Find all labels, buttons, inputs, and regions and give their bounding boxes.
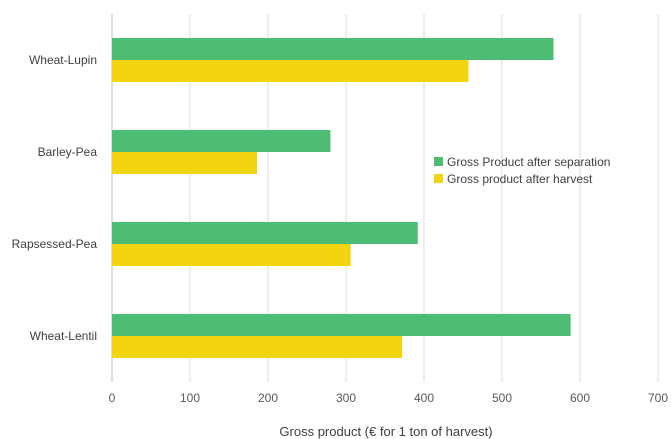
bar-rapsessed-pea-harvest — [112, 244, 351, 266]
x-tick-label: 500 — [492, 391, 512, 405]
category-label: Wheat-Lentil — [30, 329, 97, 343]
legend-label: Gross product after harvest — [447, 172, 593, 186]
category-label: Rapsessed-Pea — [12, 237, 98, 251]
bar-barley-pea-separation — [112, 130, 331, 152]
x-tick-label: 400 — [414, 391, 434, 405]
x-tick-label: 200 — [258, 391, 278, 405]
legend-swatch — [434, 157, 443, 166]
x-tick-label: 100 — [180, 391, 200, 405]
bar-rapsessed-pea-separation — [112, 222, 418, 244]
bar-wheat-lentil-separation — [112, 314, 571, 336]
x-tick-label: 300 — [336, 391, 356, 405]
legend: Gross Product after separation Gross prod… — [434, 155, 610, 186]
category-label: Barley-Pea — [38, 145, 98, 159]
bar-wheat-lupin-separation — [112, 38, 554, 60]
category-label: Wheat-Lupin — [29, 53, 97, 67]
bars — [112, 38, 571, 358]
legend-swatch — [434, 174, 443, 183]
category-labels: Wheat-Lupin Barley-Pea Rapsessed-Pea Wheat-… — [12, 53, 98, 343]
x-tick-label: 600 — [570, 391, 590, 405]
x-tick-label: 0 — [109, 391, 116, 405]
bar-wheat-lentil-harvest — [112, 336, 403, 358]
legend-label: Gross Product after separation — [447, 155, 610, 169]
bar-wheat-lupin-harvest — [112, 60, 469, 82]
x-tick-label: 700 — [648, 391, 668, 405]
x-tick-labels: 0 100 200 300 400 500 600 700 — [109, 391, 669, 405]
x-axis-title: Gross product (€ for 1 ton of harvest) — [279, 424, 492, 439]
bar-barley-pea-harvest — [112, 152, 258, 174]
